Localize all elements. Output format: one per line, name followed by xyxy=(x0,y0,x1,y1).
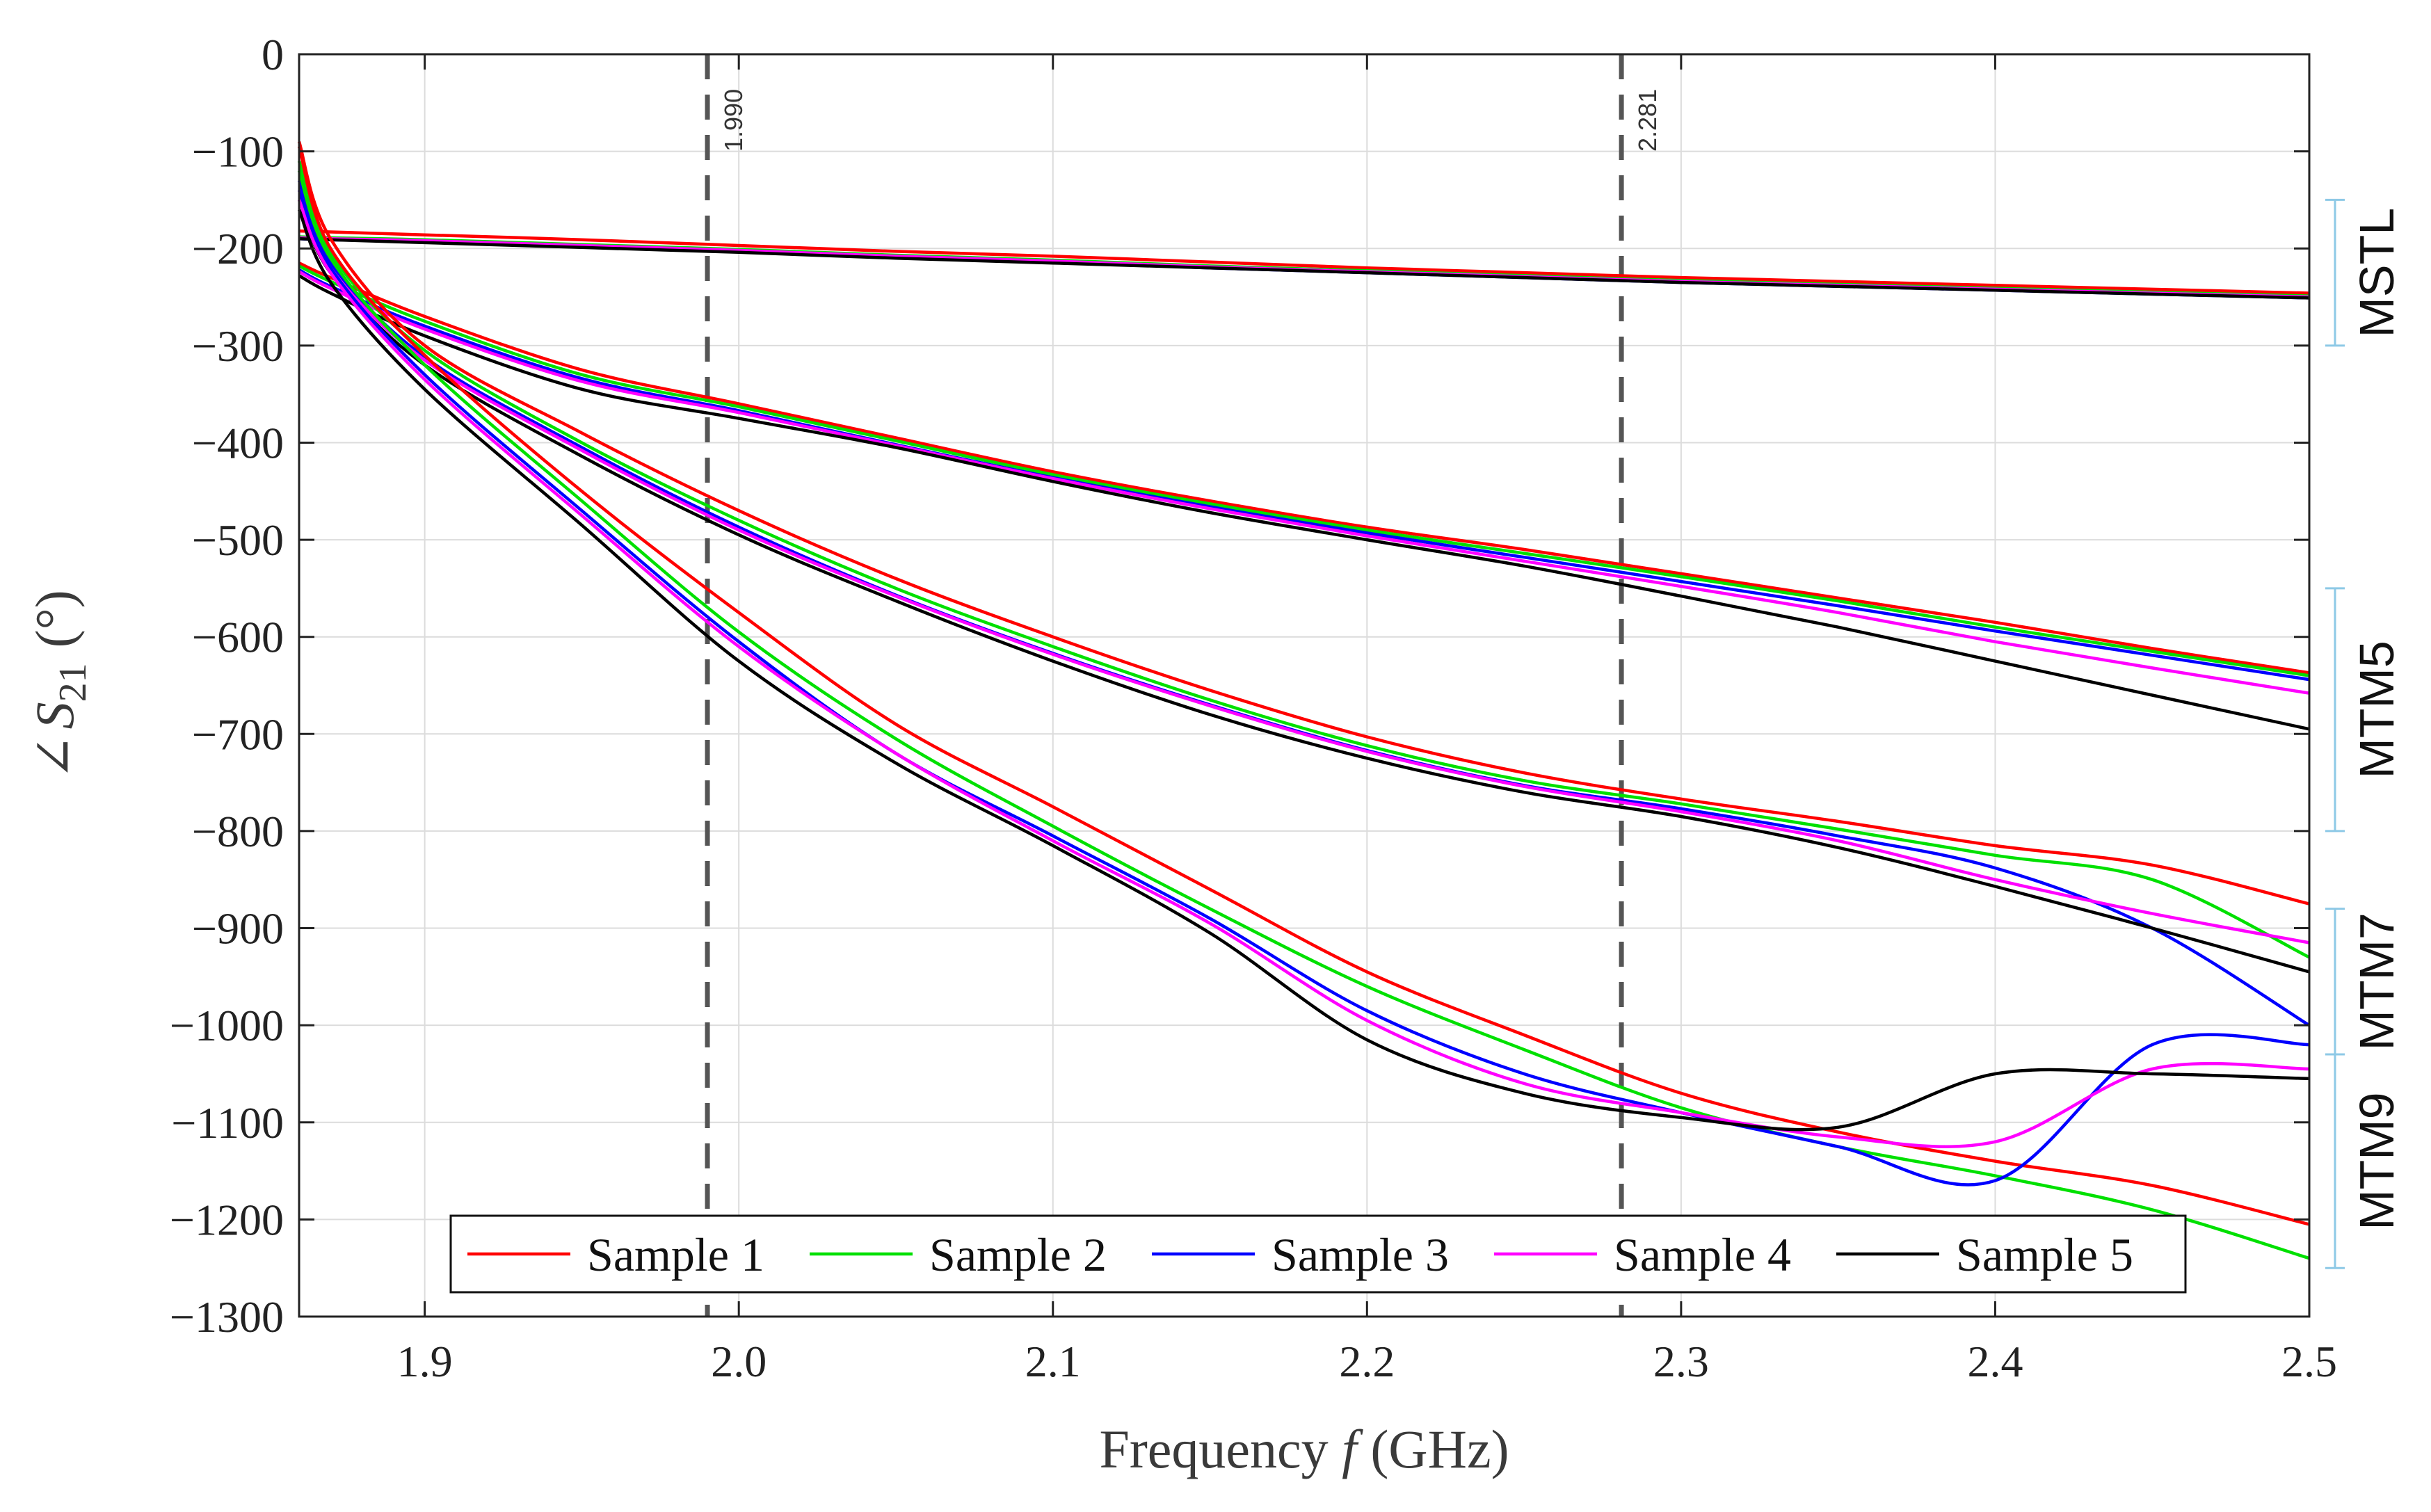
y-axis-title: ∠S21(°) xyxy=(24,590,95,780)
legend-label: Sample 4 xyxy=(1614,1228,1791,1281)
y-tick-label: −1300 xyxy=(170,1292,284,1342)
series-line-mtm5-sample-5 xyxy=(298,274,2310,731)
series-line-mtm9-sample-1 xyxy=(297,145,2310,1226)
series-line-mtm5-sample-4 xyxy=(298,270,2310,695)
x-tick-label: 2.0 xyxy=(711,1337,767,1386)
group-label-mstl: MSTL xyxy=(2350,208,2404,338)
series-line-mtm9-sample-4 xyxy=(297,199,2310,1148)
x-tick-label: 1.9 xyxy=(397,1337,453,1386)
x-tick-label: 2.3 xyxy=(1653,1337,1709,1386)
x-tick-label: 2.5 xyxy=(2281,1337,2337,1386)
y-tick-label: −300 xyxy=(192,321,284,371)
y-tick-label: −400 xyxy=(192,418,284,467)
series-line-mtm9-sample-2 xyxy=(297,170,2310,1260)
series-line-mtm5-sample-3 xyxy=(298,268,2310,682)
group-label-mtm5: MTM5 xyxy=(2350,641,2404,778)
y-tick-label: −1100 xyxy=(171,1098,284,1148)
group-labels: MSTL MTM5 MTM7 MTM9 xyxy=(2325,198,2404,1269)
legend-label: Sample 5 xyxy=(1956,1228,2133,1281)
legend: Sample 1 Sample 2 Sample 3 Sample 4 Sample 5 xyxy=(449,1214,2187,1294)
tick-layer: 1.9 2.0 2.1 2.2 2.3 2.4 2.5 0 −100 −200 −300 −400 −5… xyxy=(170,30,2337,1386)
group-label-mtm7: MTM7 xyxy=(2350,912,2404,1050)
y-tick-label: −600 xyxy=(192,613,284,662)
series-line-mtm7-sample-5 xyxy=(297,199,2310,974)
y-tick-label: −900 xyxy=(192,904,284,954)
legend-label: Sample 1 xyxy=(587,1228,764,1281)
legend-label: Sample 2 xyxy=(929,1228,1107,1281)
y-tick-label: −1000 xyxy=(170,1001,284,1050)
series-line-mstl-sample-1 xyxy=(298,229,2310,295)
group-label-mtm9: MTM9 xyxy=(2350,1092,2404,1230)
y-tick-label: 0 xyxy=(262,30,284,79)
series-line-mstl-sample-5 xyxy=(298,237,2310,300)
legend-label: Sample 3 xyxy=(1271,1228,1449,1281)
vertical-line-label: 2.281 xyxy=(1633,89,1662,152)
x-tick-label: 2.1 xyxy=(1025,1337,1081,1386)
y-tick-label: −100 xyxy=(192,127,284,177)
plot-frame xyxy=(298,53,2311,1318)
x-axis-title: Frequency f (GHz) xyxy=(1099,1419,1509,1479)
series-line-mtm7-sample-1 xyxy=(297,141,2310,906)
series-line-mtm7-sample-2 xyxy=(297,160,2310,959)
series-line-mtm5-sample-2 xyxy=(298,264,2310,677)
series-line-mtm9-sample-5 xyxy=(297,209,2310,1132)
series-line-mtm9-sample-3 xyxy=(297,189,2310,1187)
vertical-line-label: 1.990 xyxy=(719,89,748,152)
y-tick-label: −200 xyxy=(192,224,284,273)
y-tick-label: −1200 xyxy=(170,1195,284,1244)
x-tick-label: 2.2 xyxy=(1339,1337,1395,1386)
y-tick-label: −800 xyxy=(192,807,284,856)
y-tick-label: −700 xyxy=(192,709,284,759)
x-tick-label: 2.4 xyxy=(1967,1337,2023,1386)
series-layer xyxy=(297,141,2311,1260)
vertical-lines-layer: 1.990 2.281 xyxy=(705,54,1662,1317)
series-line-mtm7-sample-4 xyxy=(297,189,2310,944)
y-tick-label: −500 xyxy=(192,515,284,565)
series-line-mtm5-sample-1 xyxy=(298,262,2310,675)
